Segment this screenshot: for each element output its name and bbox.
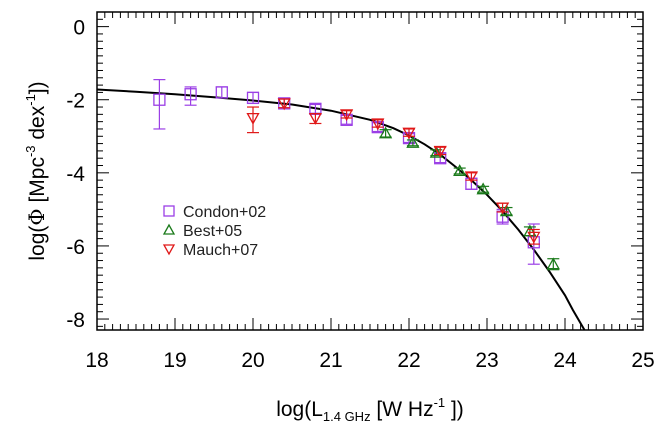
data-point xyxy=(371,118,385,131)
data-point xyxy=(429,145,443,158)
data-point xyxy=(406,136,420,148)
data-point xyxy=(339,109,354,122)
series-condon-02 xyxy=(153,79,540,265)
x-tick-label: 21 xyxy=(319,349,342,372)
data-point xyxy=(378,126,393,139)
data-point xyxy=(527,231,541,244)
x-tick-label: 22 xyxy=(397,349,420,372)
legend-marker xyxy=(162,223,176,235)
legend-label: Mauch+07 xyxy=(183,242,258,259)
data-point xyxy=(464,171,479,184)
data-point xyxy=(153,93,166,106)
x-tick-label: 18 xyxy=(85,349,108,372)
data-point xyxy=(433,145,447,158)
legend-item: Best+05 xyxy=(162,223,242,240)
data-point xyxy=(402,127,416,140)
y-tick-label: -2 xyxy=(66,90,85,113)
plot-frame xyxy=(96,11,644,331)
data-point xyxy=(215,86,228,99)
legend-item: Condon+02 xyxy=(163,204,266,221)
series-mauch-07 xyxy=(246,98,541,245)
y-tick-label: 0 xyxy=(73,17,85,40)
data-point xyxy=(546,257,560,270)
data-point xyxy=(184,88,197,101)
legend-item: Mauch+07 xyxy=(162,242,258,259)
x-axis-label: log(L1.4 GHz [W Hz-1 ]) xyxy=(276,395,464,424)
x-tick-label: 25 xyxy=(631,349,654,372)
data-point xyxy=(476,182,490,195)
data-point xyxy=(246,112,260,125)
x-tick-label: 19 xyxy=(163,349,186,372)
x-tick-label: 24 xyxy=(553,349,577,372)
data-point xyxy=(308,112,323,125)
y-tick-label: -8 xyxy=(66,309,85,332)
legend-label: Best+05 xyxy=(183,223,242,240)
axis-ticks xyxy=(96,11,644,330)
data-points-layer xyxy=(153,79,560,271)
data-point xyxy=(277,98,291,111)
data-point xyxy=(495,202,510,215)
legend-marker xyxy=(163,205,175,217)
axis-tick-labels: 18 19 20 21 22 23 24 25 0 -2 -4 -6 -8 xyxy=(66,17,654,372)
legend: Condon+02 Best+05 Mauch+07 xyxy=(162,204,266,259)
y-tick-label: -4 xyxy=(66,163,85,186)
data-point xyxy=(246,91,260,105)
y-tick-label: -6 xyxy=(66,236,85,259)
legend-label: Condon+02 xyxy=(183,204,266,221)
legend-marker xyxy=(162,244,176,256)
data-point xyxy=(453,164,467,177)
y-axis-label: log(Φ [Mpc-3 dex-1]) xyxy=(23,81,49,260)
x-tick-label: 20 xyxy=(241,349,264,372)
x-tick-label: 23 xyxy=(475,349,498,372)
